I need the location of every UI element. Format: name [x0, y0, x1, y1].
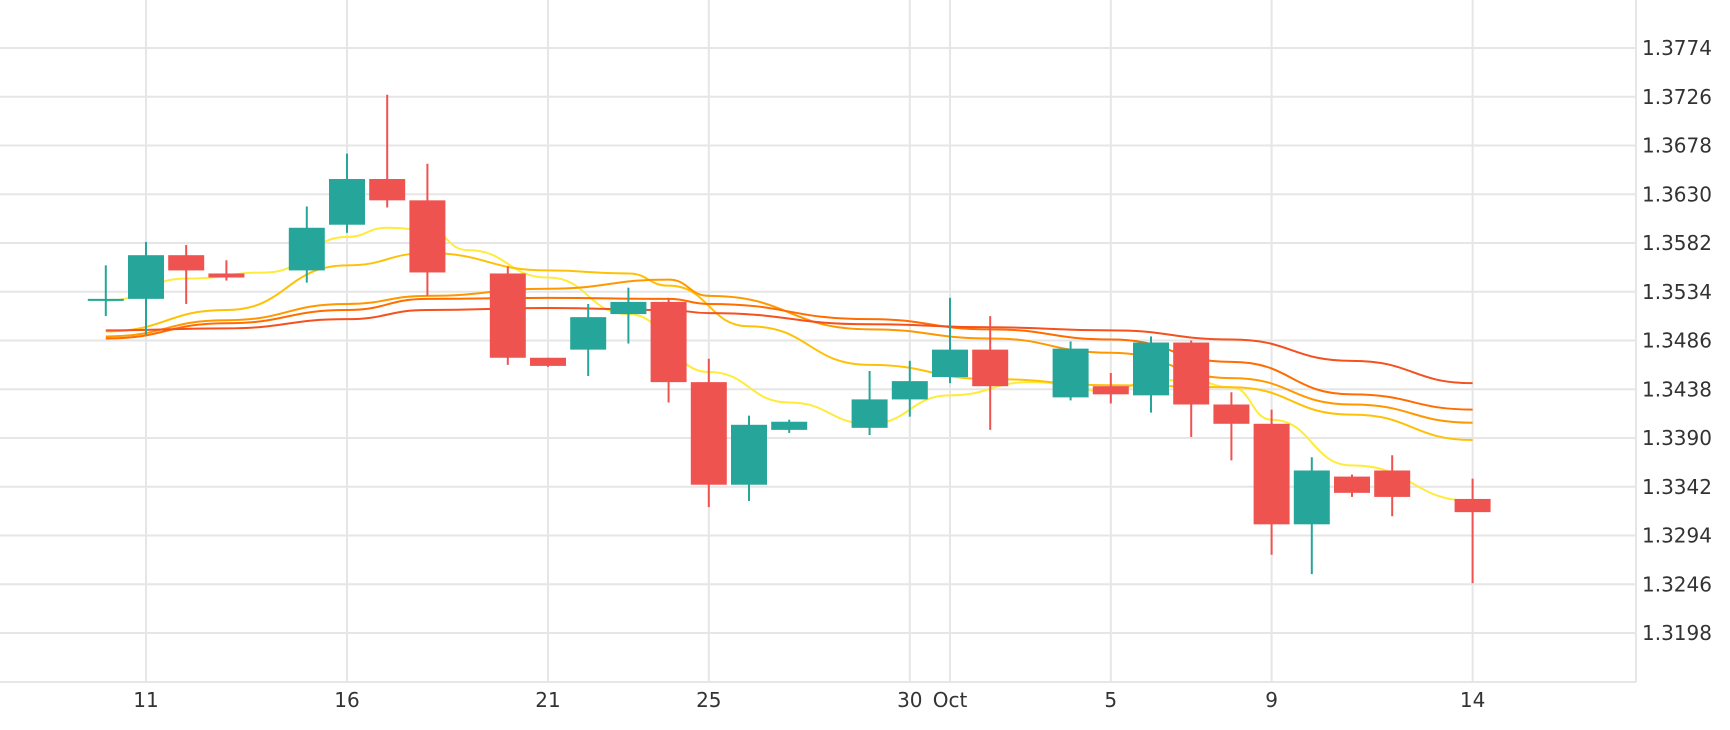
candle-body — [610, 301, 647, 315]
candle-down — [1334, 474, 1370, 497]
candle-body — [731, 424, 767, 485]
y-tick-label: 1.3534 — [1642, 280, 1712, 304]
candle-body — [1293, 470, 1330, 525]
candle-up — [1293, 457, 1330, 575]
candle-body — [208, 273, 245, 278]
y-tick-label: 1.3198 — [1642, 621, 1712, 645]
candle-body — [168, 255, 205, 271]
x-tick-label: Oct — [933, 688, 968, 712]
x-tick-label: 16 — [334, 688, 359, 712]
candle-body — [851, 399, 888, 428]
y-tick-label: 1.3582 — [1642, 231, 1712, 255]
candle-layer — [87, 94, 1491, 584]
candle-body — [489, 273, 526, 358]
x-tick-label: 25 — [696, 688, 721, 712]
y-tick-label: 1.3774 — [1642, 36, 1712, 60]
candle-up — [771, 419, 808, 433]
candle-body — [409, 200, 446, 273]
candle-up — [570, 303, 607, 377]
x-tick-label: 30 — [897, 688, 922, 712]
candle-down — [168, 245, 205, 304]
moving-average-line — [105, 252, 1473, 442]
y-tick-label: 1.3342 — [1642, 475, 1712, 499]
candle-up — [1133, 336, 1169, 413]
x-tick-label: 21 — [535, 688, 560, 712]
candle-down — [1092, 373, 1129, 404]
candle-body — [650, 301, 687, 383]
candle-body — [1173, 342, 1210, 405]
x-tick-label: 9 — [1265, 688, 1278, 712]
candle-up — [610, 287, 647, 344]
candle-down — [650, 297, 687, 403]
y-tick-label: 1.3438 — [1642, 377, 1712, 401]
grid-layer — [0, 0, 1637, 683]
moving-average-line — [105, 278, 1473, 424]
candle-body — [1092, 386, 1129, 395]
candle-up — [87, 265, 124, 317]
candle-body — [1052, 348, 1089, 398]
candle-body — [128, 255, 164, 299]
candle-down — [409, 163, 446, 296]
candle-up — [731, 415, 767, 501]
candle-up — [891, 360, 928, 417]
moving-average-line — [105, 306, 1473, 385]
candle-body — [1133, 342, 1169, 396]
candle-down — [489, 266, 526, 365]
candle-down — [972, 316, 1009, 430]
y-tick-label: 1.3294 — [1642, 524, 1712, 548]
candle-up — [329, 153, 365, 233]
x-tick-label: 14 — [1460, 688, 1485, 712]
moving-average-line — [105, 296, 1473, 411]
y-tick-label: 1.3390 — [1642, 426, 1712, 450]
candle-down — [530, 357, 566, 367]
candle-body — [288, 227, 325, 271]
x-tick-label: 5 — [1104, 688, 1117, 712]
candle-down — [208, 260, 245, 281]
axis-layer: 1.3198 1.3246 1.3294 1.3342 1.3390 1.3438 1.34… — [133, 36, 1712, 712]
candle-down — [690, 358, 727, 508]
candle-body — [972, 349, 1009, 387]
candle-down — [1173, 340, 1210, 437]
candle-body — [87, 298, 124, 301]
x-tick-label: 11 — [133, 688, 158, 712]
candle-body — [369, 179, 406, 201]
candle-down — [1454, 478, 1491, 584]
y-tick-label: 1.3726 — [1642, 85, 1712, 109]
candle-down — [1213, 392, 1250, 461]
candle-up — [851, 370, 888, 435]
candle-up — [288, 206, 325, 283]
candle-body — [932, 349, 968, 378]
candle-down — [369, 94, 406, 208]
candle-up — [932, 297, 968, 384]
candle-up — [128, 241, 164, 335]
moving-average-layer — [105, 226, 1473, 502]
candle-body — [771, 421, 808, 430]
candle-body — [891, 381, 928, 400]
candle-body — [1213, 404, 1250, 424]
candle-down — [1253, 409, 1290, 555]
candle-body — [690, 382, 727, 485]
candle-body — [570, 317, 607, 350]
candle-body — [329, 179, 365, 225]
candle-body — [1253, 423, 1290, 525]
candle-body — [1454, 498, 1491, 513]
y-tick-label: 1.3486 — [1642, 329, 1712, 353]
candle-up — [1052, 341, 1089, 401]
y-tick-label: 1.3246 — [1642, 572, 1712, 596]
candle-body — [530, 357, 566, 366]
y-tick-label: 1.3630 — [1642, 182, 1712, 206]
candle-body — [1334, 476, 1370, 493]
candle-body — [1374, 470, 1411, 497]
y-tick-label: 1.3678 — [1642, 134, 1712, 158]
candle-down — [1374, 455, 1411, 517]
